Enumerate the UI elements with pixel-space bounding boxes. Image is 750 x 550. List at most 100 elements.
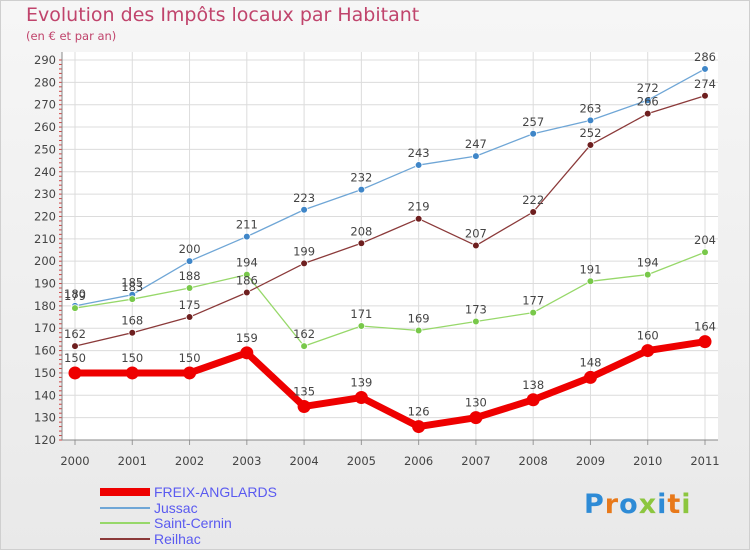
- data-point: [125, 366, 139, 380]
- y-tick-label: 130: [34, 411, 56, 425]
- data-point: [529, 208, 537, 216]
- logo-letter: t: [667, 489, 682, 520]
- data-point: [357, 185, 366, 194]
- data-label: 219: [408, 200, 430, 214]
- data-label: 138: [522, 378, 544, 392]
- data-point: [472, 152, 480, 160]
- legend-item: Saint-Cernin: [100, 515, 340, 532]
- data-point: [240, 346, 254, 360]
- data-label: 223: [293, 191, 315, 205]
- series-line-jussac: [74, 68, 706, 307]
- data-label: 130: [465, 396, 487, 410]
- y-tick-label: 160: [34, 344, 56, 358]
- data-label: 173: [465, 303, 487, 317]
- data-point: [185, 313, 194, 321]
- chart-title: Evolution des Impôts locaux par Habitant: [26, 4, 420, 26]
- data-label: 188: [179, 269, 201, 283]
- y-tick-label: 200: [34, 254, 56, 268]
- data-point: [412, 420, 426, 434]
- logo-letter: i: [681, 489, 692, 520]
- data-point: [243, 232, 251, 241]
- data-label: 252: [579, 126, 601, 140]
- logo-letter: i: [657, 489, 668, 520]
- data-label: 180: [64, 287, 86, 301]
- data-label: 148: [579, 355, 601, 369]
- data-point: [300, 342, 308, 350]
- series-line-saint-cernin: [74, 251, 706, 347]
- logo-letter: P: [584, 489, 605, 520]
- logo-letter: r: [604, 489, 620, 520]
- series-line-reilhac: [74, 95, 706, 347]
- x-tick-label: 2004: [289, 454, 318, 468]
- data-point: [68, 366, 82, 380]
- data-point: [128, 295, 137, 303]
- data-label: 162: [293, 327, 315, 341]
- data-label: 183: [121, 280, 143, 294]
- y-tick-label: 120: [34, 433, 56, 447]
- data-point: [243, 288, 251, 297]
- data-label: 207: [465, 227, 487, 241]
- data-point: [586, 277, 595, 286]
- data-label: 168: [121, 314, 143, 328]
- data-label: 286: [694, 50, 716, 64]
- data-label: 199: [293, 244, 315, 258]
- data-point: [583, 370, 597, 384]
- data-label: 222: [522, 193, 544, 207]
- y-tick-label: 240: [34, 165, 56, 179]
- data-label: 150: [64, 351, 86, 365]
- data-label: 160: [637, 329, 659, 343]
- line-chart: 120 130 140 150 160 170 180 190 200 210 220 230 240 2…: [34, 50, 720, 468]
- data-point: [701, 91, 709, 100]
- data-point: [71, 342, 79, 350]
- data-label: 263: [579, 101, 601, 115]
- legend-label: Jussac: [154, 499, 198, 516]
- legend-label: Saint-Cernin: [154, 515, 232, 531]
- legend: FREIX-ANGLARDS Jussac Saint-Cernin Reilhac: [100, 484, 340, 547]
- data-label: 139: [350, 376, 372, 390]
- y-tick-label: 140: [34, 388, 56, 402]
- x-tick-label: 2001: [118, 454, 147, 468]
- legend-item: FREIX-ANGLARDS: [100, 484, 340, 501]
- x-tick-label: 2000: [60, 454, 89, 468]
- proxiti-logo: Proxiti: [584, 489, 692, 520]
- data-label: 135: [293, 384, 315, 398]
- y-tick-label: 150: [34, 366, 56, 380]
- data-point: [701, 65, 709, 73]
- data-label: 274: [694, 77, 716, 91]
- data-label: 162: [64, 327, 86, 341]
- data-label: 194: [236, 256, 258, 270]
- data-point: [643, 96, 652, 105]
- data-label: 164: [694, 320, 716, 334]
- x-tick-label: 2002: [175, 454, 204, 468]
- data-point: [586, 116, 595, 125]
- data-label: 257: [522, 115, 544, 129]
- data-label: 194: [637, 256, 659, 270]
- data-label: 159: [236, 331, 258, 345]
- x-tick-label: 2009: [576, 454, 605, 468]
- x-tick-label: 2005: [347, 454, 376, 468]
- data-point: [641, 344, 655, 358]
- data-label: 186: [236, 273, 258, 287]
- data-label: 179: [64, 289, 86, 303]
- y-tick-label: 210: [34, 232, 56, 246]
- data-point: [529, 129, 537, 138]
- x-tick-label: 2007: [461, 454, 490, 468]
- logo-letter: x: [638, 489, 658, 520]
- data-point: [183, 366, 197, 380]
- x-tick-label: 2011: [690, 454, 719, 468]
- data-point: [472, 317, 480, 326]
- series-line-freix-anglards: [75, 338, 706, 431]
- data-point: [643, 109, 652, 118]
- data-point: [300, 259, 308, 268]
- chart-subtitle: (en € et par an): [26, 29, 117, 43]
- data-label: 191: [579, 262, 601, 276]
- legend-swatch: [100, 522, 150, 524]
- legend-swatch: [100, 506, 150, 509]
- data-label: 175: [179, 298, 201, 312]
- legend-item: Jussac: [100, 499, 340, 517]
- data-point: [185, 284, 194, 292]
- x-tick-label: 2003: [232, 454, 261, 468]
- y-tick-label: 220: [34, 209, 56, 223]
- logo-letter: o: [619, 489, 639, 520]
- x-tick-label: 2008: [519, 454, 548, 468]
